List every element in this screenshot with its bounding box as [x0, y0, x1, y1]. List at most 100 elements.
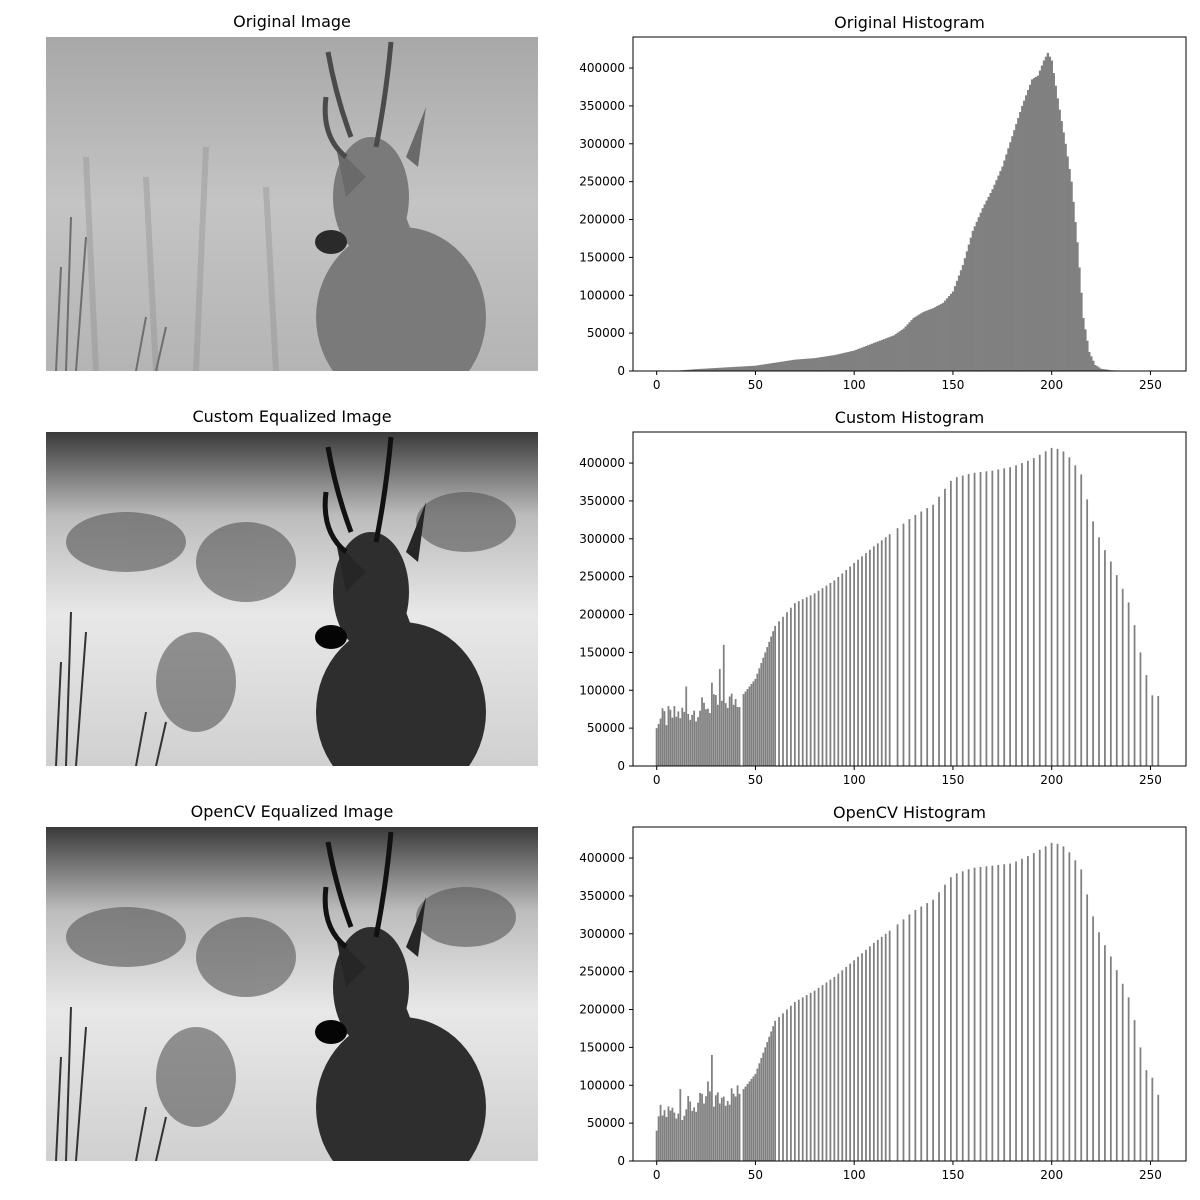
- histogram-bar: [1021, 463, 1023, 766]
- histogram-bar: [1048, 56, 1052, 371]
- histogram-bar: [906, 324, 909, 371]
- histogram-bar: [1003, 160, 1006, 371]
- histogram-bar: [750, 683, 753, 766]
- histogram-bar: [714, 1095, 717, 1161]
- histogram-bar: [874, 342, 878, 371]
- histogram-bar: [955, 280, 959, 371]
- y-tick-label: 50000: [587, 721, 625, 735]
- histogram-bar: [880, 540, 883, 766]
- histogram-bar: [896, 924, 899, 1161]
- histogram-bar: [863, 346, 866, 371]
- histogram-bar: [793, 1001, 796, 1161]
- histogram-bar: [965, 251, 969, 371]
- histogram-bar: [825, 585, 828, 766]
- histogram-bar: [772, 362, 775, 371]
- histogram-bar: [752, 681, 755, 766]
- histogram-bar: [714, 367, 718, 371]
- histogram-bar: [857, 559, 859, 766]
- histogram-bar: [760, 1057, 763, 1161]
- histogram-bar: [734, 699, 737, 766]
- histogram-bar: [709, 1091, 711, 1161]
- histogram-bar: [1121, 983, 1124, 1161]
- histogram-bar: [849, 566, 852, 766]
- histogram-bar: [942, 302, 945, 371]
- histogram-bar: [973, 867, 976, 1161]
- custom-equalized-image: [46, 432, 538, 766]
- histogram-bar: [1011, 136, 1014, 371]
- histogram-bar: [667, 706, 670, 766]
- histogram-bar: [689, 1101, 692, 1161]
- histogram-bar: [975, 221, 978, 371]
- histogram-bar: [817, 987, 820, 1161]
- histogram-bar: [829, 979, 832, 1161]
- histogram-bar: [961, 264, 965, 371]
- histogram-bar: [813, 593, 816, 766]
- histogram-bar: [1015, 465, 1017, 766]
- histogram-bar: [712, 368, 716, 371]
- histogram-bar: [784, 361, 787, 371]
- histogram-bar: [1044, 56, 1048, 371]
- histogram-bar: [1017, 118, 1020, 372]
- histogram-bar: [880, 339, 884, 371]
- histogram-bar: [888, 534, 891, 766]
- y-tick-label: 400000: [579, 456, 625, 470]
- histogram-bar: [821, 356, 824, 371]
- chart-title: Custom Histogram: [835, 408, 984, 427]
- histogram-bar: [1056, 448, 1059, 766]
- original-image-title: Original Image: [233, 12, 351, 31]
- histogram-bar: [1021, 858, 1023, 1161]
- histogram-bar: [770, 636, 773, 766]
- histogram-bar: [861, 556, 863, 766]
- histogram-bar: [1032, 78, 1036, 371]
- x-tick-label: 100: [843, 1168, 866, 1182]
- histogram-bar: [916, 315, 919, 371]
- histogram-bar: [728, 1104, 731, 1161]
- histogram-bar: [657, 1116, 660, 1161]
- histogram-bar: [1109, 561, 1112, 766]
- histogram-bar: [1098, 367, 1101, 371]
- histogram-bar: [920, 906, 923, 1161]
- histogram-bar: [845, 352, 848, 371]
- histogram-bar: [1080, 474, 1083, 766]
- histogram-bar: [882, 339, 886, 371]
- histogram-bar: [914, 316, 917, 371]
- histogram-bar: [754, 678, 757, 766]
- histogram-bar: [772, 1026, 775, 1161]
- histogram-bar: [699, 710, 701, 766]
- histogram-bar: [797, 359, 801, 371]
- histogram-bar: [795, 359, 799, 371]
- histogram-bar: [900, 329, 903, 371]
- y-tick-label: 300000: [579, 927, 625, 941]
- histogram-bar: [1157, 1094, 1160, 1161]
- x-tick-label: 200: [1040, 378, 1063, 392]
- histogram-bar: [687, 369, 690, 371]
- histogram-bar: [837, 576, 840, 766]
- histogram-bar: [880, 936, 883, 1161]
- histogram-bar: [821, 985, 824, 1161]
- histogram-bar: [918, 314, 921, 371]
- histogram-bar: [1007, 148, 1010, 371]
- histogram-bar: [855, 349, 858, 371]
- histogram-bar: [865, 949, 867, 1161]
- histogram-bar: [758, 1063, 761, 1161]
- histogram-bar: [1074, 222, 1077, 371]
- histogram-bar: [750, 365, 753, 371]
- histogram-bar: [991, 865, 994, 1161]
- histogram-bar: [920, 511, 923, 766]
- histogram-bar: [697, 1102, 699, 1161]
- histogram-bar: [908, 519, 911, 766]
- histogram-bar: [853, 960, 855, 1161]
- histogram-bar: [742, 366, 745, 371]
- histogram-bar: [944, 488, 946, 766]
- opencv-image-title: OpenCV Equalized Image: [190, 802, 394, 821]
- histogram-bar: [1090, 356, 1093, 371]
- histogram-bar: [932, 308, 935, 371]
- histogram-bar: [707, 368, 710, 371]
- histogram-bar: [926, 310, 929, 371]
- histogram-bar: [760, 662, 763, 766]
- histogram-bar: [1094, 364, 1097, 371]
- histogram-bar: [973, 472, 976, 766]
- histogram-bar: [999, 171, 1002, 371]
- histogram-bar: [849, 963, 852, 1161]
- histogram-bar: [701, 697, 703, 766]
